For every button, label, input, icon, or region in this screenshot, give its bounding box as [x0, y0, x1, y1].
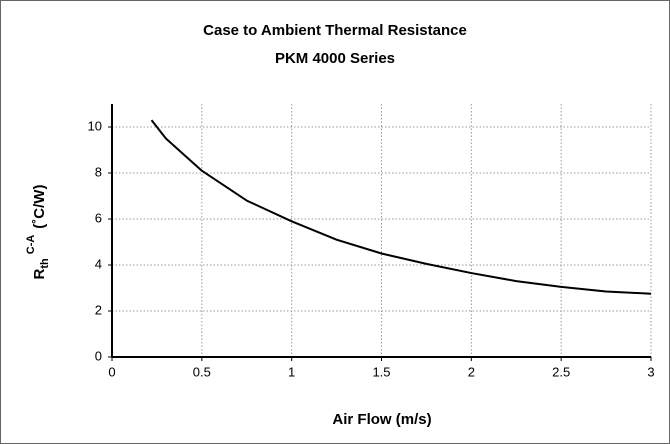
y-tick-label: 2	[95, 302, 102, 317]
y-label-sup: C-A	[25, 235, 37, 255]
y-axis-label: RthC-A (˚C/W)	[25, 185, 51, 280]
x-tick-label: 1	[288, 364, 295, 379]
y-label-base: R	[31, 268, 48, 279]
y-tick-label: 10	[88, 118, 102, 133]
y-tick-label: 8	[95, 164, 102, 179]
x-tick-label: 2	[468, 364, 475, 379]
y-axis-label-text: RthC-A (˚C/W)	[25, 185, 51, 280]
y-label-sub: th	[39, 258, 51, 269]
x-axis-label: Air Flow (m/s)	[332, 411, 431, 428]
y-tick-label: 4	[95, 256, 102, 271]
x-tick-label: 0	[108, 364, 115, 379]
y-tick-label: 6	[95, 210, 102, 225]
x-tick-label: 3	[647, 364, 654, 379]
x-tick-label: 0.5	[193, 364, 211, 379]
x-tick-label: 2.5	[552, 364, 570, 379]
x-tick-label: 1.5	[372, 364, 390, 379]
chart-subtitle: PKM 4000 Series	[275, 50, 395, 67]
chart-title: Case to Ambient Thermal Resistance	[203, 22, 467, 39]
y-tick-label: 0	[95, 348, 102, 363]
y-label-unit: (˚C/W)	[31, 185, 48, 229]
data-line	[150, 119, 652, 295]
